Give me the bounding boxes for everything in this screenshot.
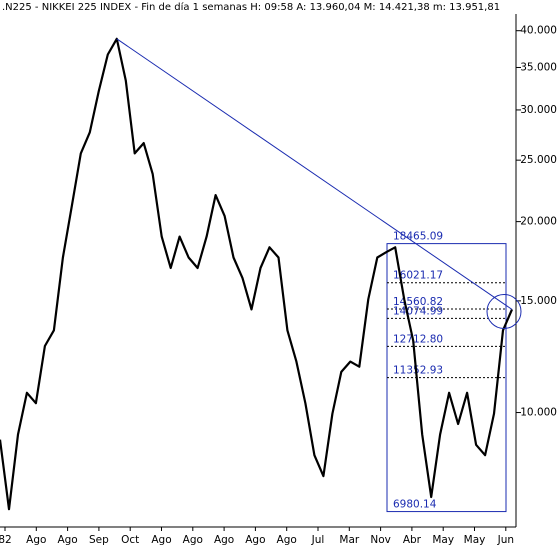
- x-tick-label: Jun: [497, 534, 514, 546]
- x-tick-label: 82: [0, 534, 12, 546]
- retracement-label: 18465.09: [393, 231, 443, 243]
- x-tick-label: Abr: [403, 534, 422, 546]
- highlight-circle: [486, 293, 522, 329]
- y-tick-label: 20.000: [520, 216, 557, 228]
- x-tick-label: Jul: [311, 534, 325, 546]
- chart-header: .N225 - NIKKEI 225 INDEX - Fin de día 1 …: [2, 1, 500, 13]
- y-tick-label: 40.000: [520, 25, 557, 37]
- x-tick-label: Ago: [151, 534, 171, 546]
- retracement-label: 14074.99: [393, 305, 443, 317]
- x-tick-label: Oct: [121, 534, 139, 546]
- trendline: [116, 38, 513, 310]
- x-tick-label: Sep: [89, 534, 109, 546]
- retracement-label: 11352.93: [393, 365, 443, 377]
- x-tick-label: Ago: [26, 534, 46, 546]
- y-tick-label: 10.000: [520, 407, 557, 419]
- x-tick-label: Ago: [183, 534, 203, 546]
- y-tick-label: 15.000: [520, 295, 557, 307]
- x-tick-label: May: [464, 534, 486, 546]
- retracement-label: 16021.17: [393, 270, 443, 282]
- retracement-label: 12712.80: [393, 333, 443, 345]
- x-tick-label: Ago: [214, 534, 234, 546]
- price-line: [0, 37, 514, 511]
- x-tick-label: Ago: [245, 534, 265, 546]
- y-tick-label: 30.000: [520, 104, 557, 116]
- x-tick-label: Ago: [277, 534, 297, 546]
- y-tick-label: 25.000: [520, 154, 557, 166]
- x-tick-label: Mar: [339, 534, 359, 546]
- x-tick-label: May: [432, 534, 454, 546]
- retracement-label: 6980.14: [393, 499, 437, 511]
- x-tick-label: Nov: [370, 534, 391, 546]
- x-tick-label: Ago: [57, 534, 77, 546]
- y-tick-label: 35.000: [520, 61, 557, 73]
